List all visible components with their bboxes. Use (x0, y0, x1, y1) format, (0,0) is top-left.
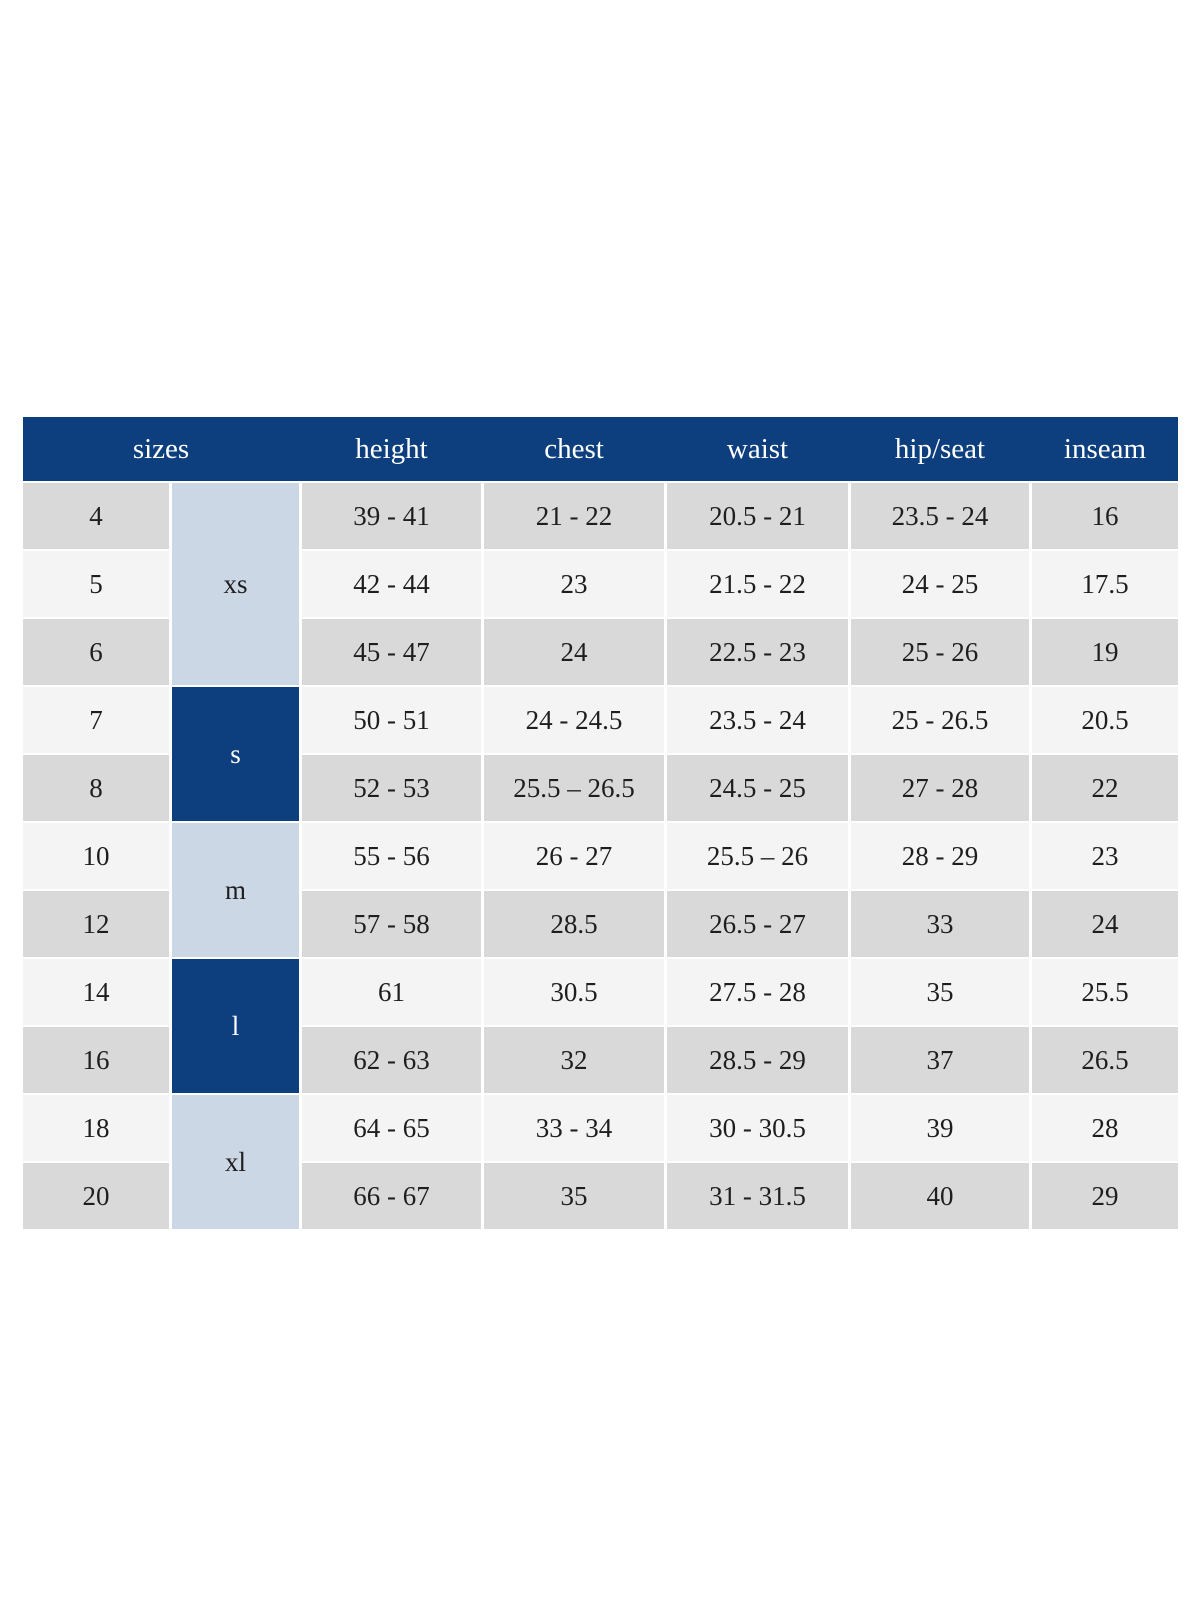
height-cell: 57 - 58 (302, 891, 481, 957)
waist-cell: 27.5 - 28 (667, 959, 848, 1025)
hip-seat-cell: 28 - 29 (851, 823, 1029, 889)
table-header-row: sizes height chest waist hip/seat inseam (23, 417, 1178, 481)
hip-seat-cell: 25 - 26 (851, 619, 1029, 685)
size-number-cell: 8 (23, 755, 169, 821)
height-cell: 39 - 41 (302, 483, 481, 549)
chest-cell: 33 - 34 (484, 1095, 664, 1161)
chest-cell: 28.5 (484, 891, 664, 957)
inseam-cell: 16 (1032, 483, 1178, 549)
waist-cell: 25.5 – 26 (667, 823, 848, 889)
size-group-cell-xl: xl (172, 1095, 299, 1229)
height-cell: 61 (302, 959, 481, 1025)
waist-cell: 20.5 - 21 (667, 483, 848, 549)
column-header-chest: chest (544, 432, 604, 465)
inseam-cell: 20.5 (1032, 687, 1178, 753)
size-number-cell: 6 (23, 619, 169, 685)
waist-cell: 24.5 - 25 (667, 755, 848, 821)
hip-seat-cell: 24 - 25 (851, 551, 1029, 617)
size-number-cell: 10 (23, 823, 169, 889)
chest-cell: 26 - 27 (484, 823, 664, 889)
inseam-cell: 28 (1032, 1095, 1178, 1161)
size-number-cell: 18 (23, 1095, 169, 1161)
waist-cell: 28.5 - 29 (667, 1027, 848, 1093)
inseam-cell: 25.5 (1032, 959, 1178, 1025)
chest-cell: 24 (484, 619, 664, 685)
inseam-cell: 17.5 (1032, 551, 1178, 617)
waist-cell: 22.5 - 23 (667, 619, 848, 685)
chest-cell: 25.5 – 26.5 (484, 755, 664, 821)
height-cell: 55 - 56 (302, 823, 481, 889)
inseam-cell: 19 (1032, 619, 1178, 685)
size-chart-table: sizes height chest waist hip/seat inseam… (23, 417, 1178, 1229)
size-number-cell: 14 (23, 959, 169, 1025)
hip-seat-cell: 25 - 26.5 (851, 687, 1029, 753)
size-number-cell: 5 (23, 551, 169, 617)
size-number-cell: 16 (23, 1027, 169, 1093)
size-number-cell: 4 (23, 483, 169, 549)
chest-cell: 35 (484, 1163, 664, 1229)
chest-cell: 23 (484, 551, 664, 617)
inseam-cell: 23 (1032, 823, 1178, 889)
column-header-sizes: sizes (132, 432, 190, 465)
waist-cell: 30 - 30.5 (667, 1095, 848, 1161)
size-group-cell-m: m (172, 823, 299, 957)
size-number-cell: 7 (23, 687, 169, 753)
chest-cell: 32 (484, 1027, 664, 1093)
height-cell: 62 - 63 (302, 1027, 481, 1093)
height-cell: 42 - 44 (302, 551, 481, 617)
waist-cell: 21.5 - 22 (667, 551, 848, 617)
waist-cell: 26.5 - 27 (667, 891, 848, 957)
hip-seat-cell: 37 (851, 1027, 1029, 1093)
hip-seat-cell: 27 - 28 (851, 755, 1029, 821)
height-cell: 52 - 53 (302, 755, 481, 821)
chest-cell: 21 - 22 (484, 483, 664, 549)
hip-seat-cell: 33 (851, 891, 1029, 957)
hip-seat-cell: 23.5 - 24 (851, 483, 1029, 549)
chest-cell: 30.5 (484, 959, 664, 1025)
height-cell: 45 - 47 (302, 619, 481, 685)
waist-cell: 23.5 - 24 (667, 687, 848, 753)
size-group-cell-xs: xs (172, 483, 299, 685)
inseam-cell: 24 (1032, 891, 1178, 957)
inseam-cell: 29 (1032, 1163, 1178, 1229)
column-header-height: height (355, 432, 428, 465)
height-cell: 66 - 67 (302, 1163, 481, 1229)
column-header-hip-seat: hip/seat (894, 432, 986, 465)
hip-seat-cell: 39 (851, 1095, 1029, 1161)
size-number-cell: 12 (23, 891, 169, 957)
height-cell: 50 - 51 (302, 687, 481, 753)
height-cell: 64 - 65 (302, 1095, 481, 1161)
size-group-cell-l: l (172, 959, 299, 1093)
column-header-waist: waist (726, 432, 789, 465)
inseam-cell: 26.5 (1032, 1027, 1178, 1093)
chest-cell: 24 - 24.5 (484, 687, 664, 753)
size-number-cell: 20 (23, 1163, 169, 1229)
hip-seat-cell: 40 (851, 1163, 1029, 1229)
size-group-cell-s: s (172, 687, 299, 821)
hip-seat-cell: 35 (851, 959, 1029, 1025)
inseam-cell: 22 (1032, 755, 1178, 821)
waist-cell: 31 - 31.5 (667, 1163, 848, 1229)
column-header-inseam: inseam (1063, 432, 1147, 465)
